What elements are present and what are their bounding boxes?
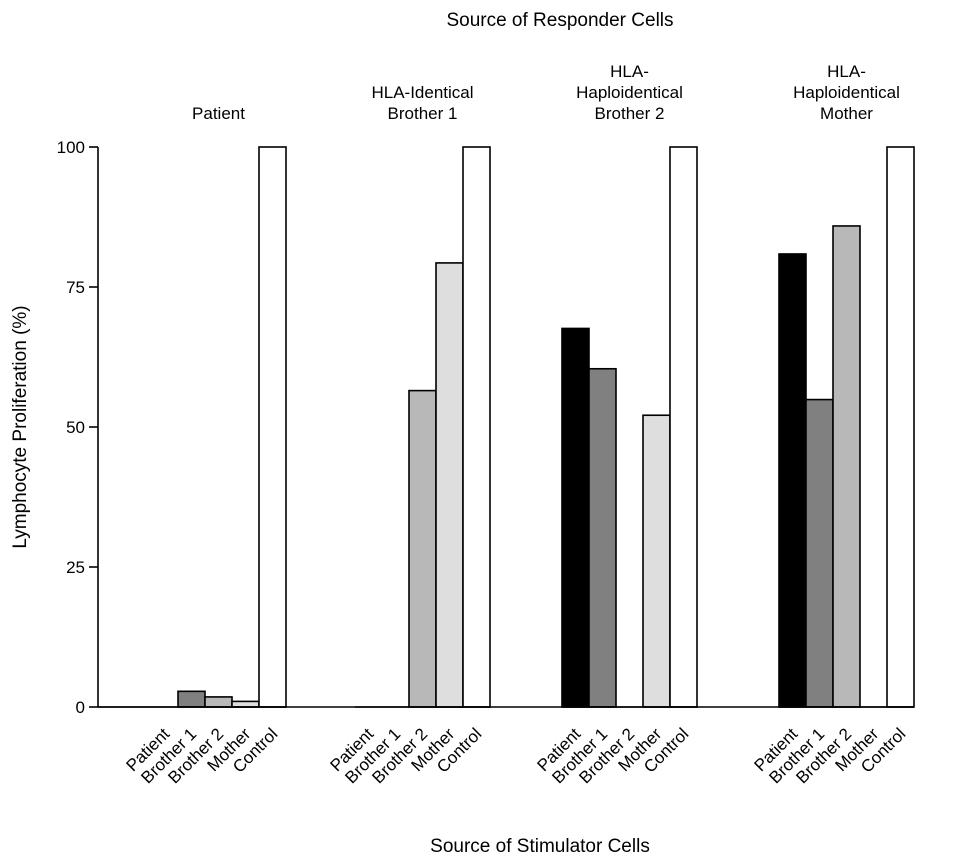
y-axis-title: Lymphocyte Proliferation (%) (10, 305, 31, 548)
bar-brother-1 (805, 398, 834, 708)
y-tick-label: 0 (76, 698, 85, 717)
bar-mother (642, 414, 671, 708)
group-label-line: Brother 1 (388, 104, 458, 123)
y-tick-label: 100 (57, 138, 85, 157)
bar-brother-2 (204, 696, 233, 708)
bar-patient (561, 327, 590, 708)
y-tick-label: 50 (66, 418, 85, 437)
group-label-line: HLA-Identical (371, 83, 473, 102)
bar-control (258, 146, 287, 708)
group-label-line: Brother 2 (595, 104, 665, 123)
chart-title: Source of Responder Cells (446, 10, 673, 31)
y-tick-label: 75 (66, 278, 85, 297)
bar-patient (778, 253, 807, 708)
group-label-line: HLA- (827, 62, 866, 81)
bar-control (669, 146, 698, 708)
group-label-line: Haploidentical (576, 83, 683, 102)
bar-mother (231, 700, 260, 708)
x-axis-title: Source of Stimulator Cells (430, 836, 650, 857)
bar-brother-1 (588, 367, 617, 708)
y-tick-label: 25 (66, 558, 85, 577)
bar-brother-1 (177, 690, 206, 708)
bar-mother (435, 262, 464, 708)
group-label-line: Haploidentical (793, 83, 900, 102)
bar-control (462, 146, 491, 708)
bar-brother-2 (832, 225, 861, 708)
group-label-line: Mother (820, 104, 873, 123)
bar-control (886, 146, 915, 708)
group-label-line: HLA- (610, 62, 649, 81)
group-label-line: Patient (192, 104, 245, 123)
bar-brother-2 (408, 389, 437, 708)
